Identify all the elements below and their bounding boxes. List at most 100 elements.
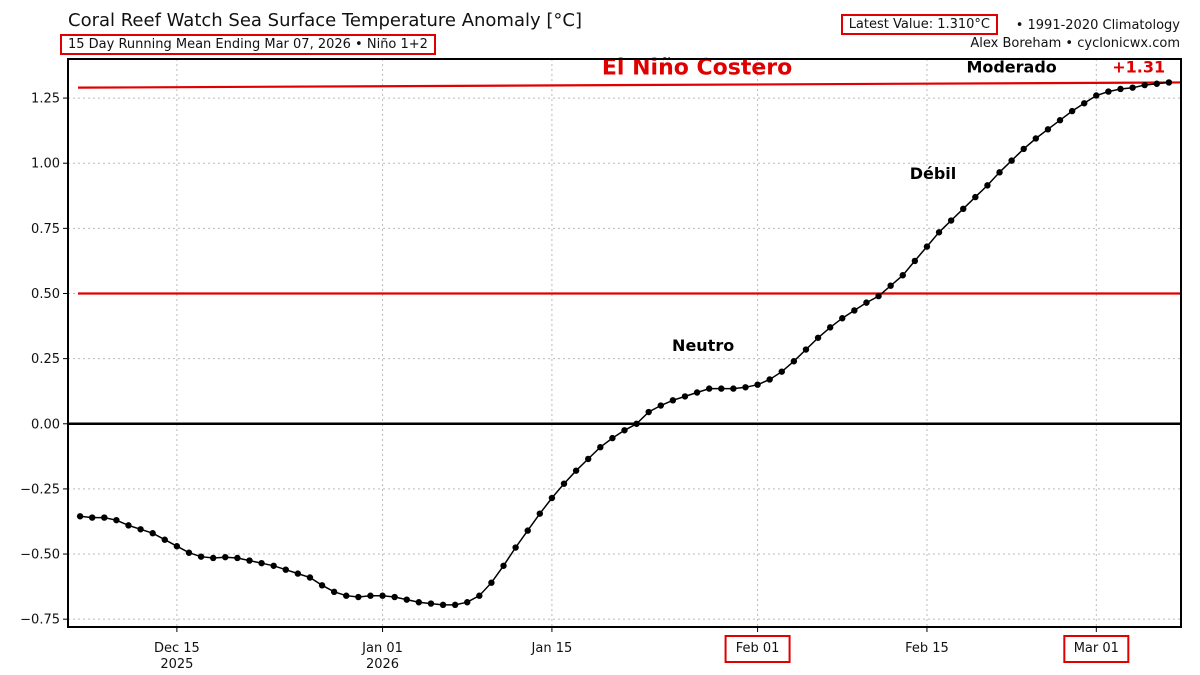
data-point xyxy=(149,530,156,537)
data-point xyxy=(246,557,253,564)
x-tick-highlight-box xyxy=(724,635,791,663)
data-point xyxy=(923,243,931,250)
data-point xyxy=(439,601,447,609)
data-point xyxy=(1032,135,1040,142)
data-point xyxy=(585,455,592,463)
data-point xyxy=(996,169,1003,176)
data-point xyxy=(814,334,822,341)
data-point xyxy=(1153,80,1161,87)
data-point xyxy=(1081,100,1088,107)
data-point xyxy=(113,516,120,524)
data-point xyxy=(960,205,967,213)
data-point xyxy=(536,510,544,517)
annotation-label: Neutro xyxy=(672,336,734,355)
data-point xyxy=(705,385,713,392)
data-point xyxy=(1093,92,1100,99)
data-point xyxy=(1068,107,1076,115)
data-point xyxy=(742,384,749,391)
data-point xyxy=(427,600,435,607)
data-point xyxy=(185,549,193,556)
data-point xyxy=(524,527,531,534)
data-point xyxy=(1165,79,1173,86)
data-point xyxy=(839,315,846,322)
data-point xyxy=(790,358,798,365)
data-point xyxy=(318,582,326,589)
climatology-label: • 1991-2020 Climatology xyxy=(1015,18,1180,33)
credit-label: Alex Boreham • cyclonicwx.com xyxy=(970,36,1180,51)
x-tick-sublabel: 2025 xyxy=(160,657,193,672)
data-point xyxy=(294,570,302,577)
data-point xyxy=(101,514,108,521)
y-tick-label: −0.50 xyxy=(20,548,60,563)
data-point xyxy=(125,522,132,529)
data-point xyxy=(766,376,773,383)
data-point xyxy=(887,282,894,289)
data-point xyxy=(391,593,398,601)
data-point xyxy=(572,467,580,474)
data-point xyxy=(693,389,701,396)
data-point xyxy=(209,554,217,562)
data-point xyxy=(76,513,84,520)
data-point xyxy=(234,554,241,562)
data-point xyxy=(645,408,652,416)
data-point xyxy=(984,182,991,189)
data-point xyxy=(476,592,483,599)
data-point xyxy=(415,599,423,606)
data-point xyxy=(451,601,459,609)
chart-subtitle: 15 Day Running Mean Ending Mar 07, 2026 … xyxy=(60,34,436,55)
data-point xyxy=(911,257,919,265)
x-tick-label: Feb 15 xyxy=(905,641,949,656)
data-point xyxy=(669,397,677,404)
data-point xyxy=(355,593,362,601)
x-tick-label: Dec 15 xyxy=(154,641,200,656)
annotation-label: Débil xyxy=(910,164,957,183)
data-point xyxy=(343,592,350,599)
data-point xyxy=(258,559,265,567)
data-point xyxy=(1129,84,1136,91)
y-tick-label: 0.50 xyxy=(31,287,60,302)
data-point xyxy=(548,494,556,502)
data-point xyxy=(1008,157,1015,164)
data-point xyxy=(778,368,785,375)
y-tick-label: 0.75 xyxy=(31,222,60,237)
x-tick-label: Jan 01 xyxy=(361,641,403,656)
data-point xyxy=(972,193,979,201)
data-point xyxy=(851,307,858,314)
y-tick-label: 0.00 xyxy=(31,417,60,432)
data-point xyxy=(512,544,519,551)
data-point xyxy=(1117,85,1124,93)
annotation-label: +1.31 xyxy=(1112,57,1165,76)
x-tick-label: Mar 01 xyxy=(1074,641,1119,656)
data-point xyxy=(1020,145,1027,153)
x-tick-sublabel: 2026 xyxy=(366,657,399,672)
data-point xyxy=(621,427,628,434)
threshold-line xyxy=(77,81,1182,89)
data-point xyxy=(935,229,943,236)
data-point xyxy=(947,217,955,224)
data-point xyxy=(899,272,906,279)
x-tick-label: Feb 01 xyxy=(736,641,780,656)
y-tick-label: 1.25 xyxy=(31,92,60,107)
data-point xyxy=(306,574,314,581)
y-tick-label: 1.00 xyxy=(31,157,60,172)
y-tick-label: −0.25 xyxy=(20,482,60,497)
data-point xyxy=(464,599,471,606)
data-point xyxy=(560,480,568,487)
data-point xyxy=(88,514,96,521)
data-point xyxy=(657,402,664,409)
data-point xyxy=(863,299,870,306)
data-point xyxy=(681,393,689,400)
data-point xyxy=(718,385,725,392)
data-point xyxy=(802,346,810,353)
data-point xyxy=(403,596,410,603)
data-point xyxy=(282,566,289,573)
data-point xyxy=(875,292,882,300)
data-point xyxy=(730,385,737,392)
data-point xyxy=(488,579,495,586)
data-point xyxy=(1056,117,1064,124)
data-point xyxy=(826,324,834,331)
x-tick-label: Jan 15 xyxy=(531,641,573,656)
y-tick-label: −0.75 xyxy=(20,613,60,628)
x-tick-highlight-box xyxy=(1063,635,1130,663)
